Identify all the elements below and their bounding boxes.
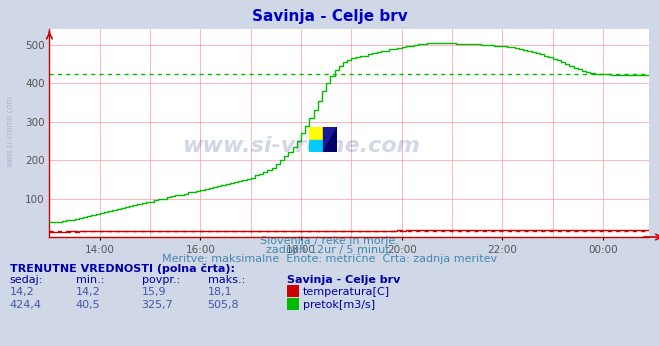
Text: 505,8: 505,8 [208,300,239,310]
Text: 14,2: 14,2 [10,287,35,297]
Text: Savinja - Celje brv: Savinja - Celje brv [287,275,400,285]
Text: TRENUTNE VREDNOSTI (polna črta):: TRENUTNE VREDNOSTI (polna črta): [10,263,235,274]
Text: zadnjih 12ur / 5 minut.: zadnjih 12ur / 5 minut. [266,245,393,255]
Text: sedaj:: sedaj: [10,275,43,285]
Polygon shape [324,127,337,153]
Text: Slovenija / reke in morje.: Slovenija / reke in morje. [260,236,399,246]
Text: 325,7: 325,7 [142,300,173,310]
Text: 18,1: 18,1 [208,287,232,297]
Text: maks.:: maks.: [208,275,245,285]
Text: Savinja - Celje brv: Savinja - Celje brv [252,9,407,24]
Text: www.si-vreme.com: www.si-vreme.com [5,95,14,167]
Text: 40,5: 40,5 [76,300,100,310]
Text: temperatura[C]: temperatura[C] [303,287,390,297]
Text: 424,4: 424,4 [10,300,42,310]
Text: Meritve: maksimalne  Enote: metrične  Črta: zadnja meritev: Meritve: maksimalne Enote: metrične Črta… [162,252,497,264]
Text: 14,2: 14,2 [76,287,101,297]
Text: povpr.:: povpr.: [142,275,180,285]
Text: pretok[m3/s]: pretok[m3/s] [303,300,375,310]
Polygon shape [310,140,324,153]
Polygon shape [310,127,324,140]
Text: 15,9: 15,9 [142,287,166,297]
Text: min.:: min.: [76,275,104,285]
Text: www.si-vreme.com: www.si-vreme.com [183,136,420,156]
Polygon shape [324,127,337,153]
